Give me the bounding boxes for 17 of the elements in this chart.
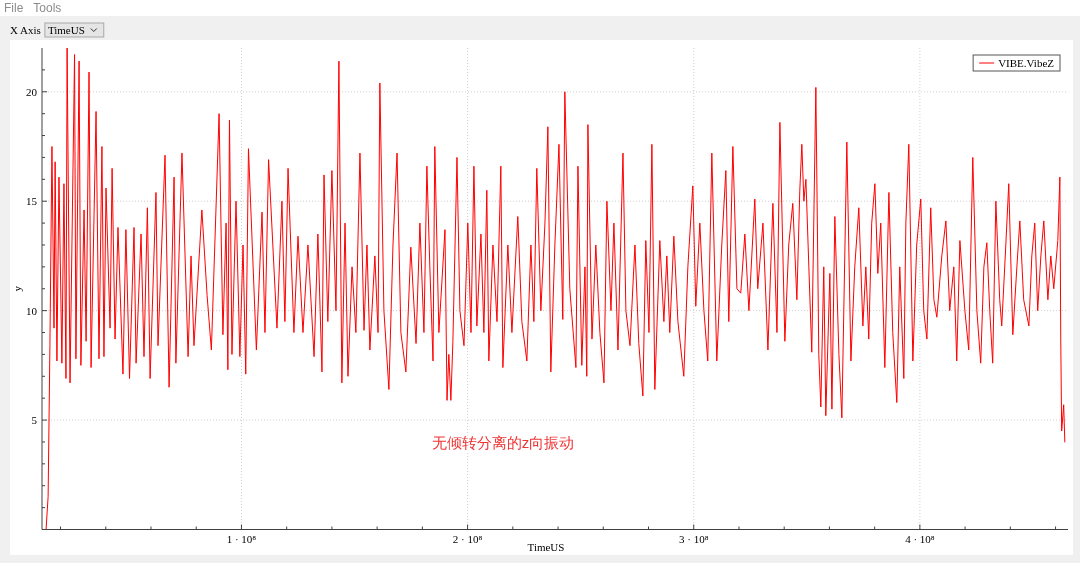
annotation: 无倾转分离的z向振动 [431,434,575,452]
x-axis-title: TimeUS [527,541,565,553]
y-tick-label: 20 [26,85,38,98]
y-tick-label: 15 [26,195,38,208]
x-tick-label: 1 · 10⁸ [226,532,257,545]
x-tick-label: 3 · 10⁸ [678,532,709,545]
menu-item: Tools [33,1,62,15]
text: X Axis [10,24,41,36]
dropdown: TimeUS [44,22,105,38]
y-axis-title: y [11,285,23,292]
x-tick-label: 4 · 10⁸ [905,532,935,545]
y-tick-label: 5 [31,414,38,427]
x-tick-label: 2 · 10⁸ [452,532,483,545]
legend: VIBE.VibeZ [972,54,1061,72]
menu-item: File [4,1,24,15]
legend-label: VIBE.VibeZ [998,57,1055,69]
y-tick-label: 10 [26,304,38,317]
